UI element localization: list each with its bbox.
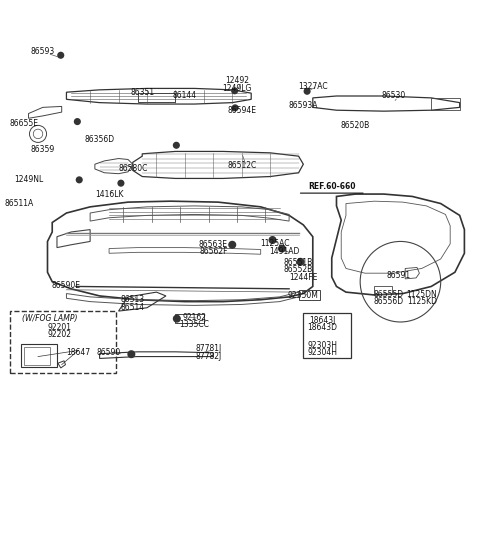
Text: 86580C: 86580C [118,164,147,172]
Text: 86594E: 86594E [227,106,256,114]
Circle shape [173,315,180,322]
Text: 92303H: 92303H [307,341,337,350]
Text: 86514: 86514 [120,303,145,312]
Text: 86563E: 86563E [199,240,228,249]
Text: 1335CC: 1335CC [180,320,209,329]
Text: 86655E: 86655E [9,119,38,127]
Text: 86359: 86359 [31,144,55,154]
Text: 86590: 86590 [97,348,121,357]
Text: 1244FE: 1244FE [289,273,317,282]
Text: 86562F: 86562F [199,247,228,256]
Text: 1249NL: 1249NL [14,175,43,185]
Text: 86593: 86593 [31,48,55,56]
Text: 86593A: 86593A [288,101,318,110]
Bar [175,314,204,323]
Text: 1125AC: 1125AC [260,239,289,248]
Text: 92202: 92202 [48,330,72,339]
Text: 86520B: 86520B [341,121,370,130]
Circle shape [74,119,80,125]
Circle shape [173,142,179,148]
Text: 1327AC: 1327AC [298,82,328,91]
Circle shape [58,52,63,58]
Text: 1125KD: 1125KD [407,297,437,306]
Text: 92162: 92162 [182,313,206,322]
Bar [22,344,57,367]
Text: 86552B: 86552B [284,265,313,274]
Text: 86512C: 86512C [227,161,256,170]
Text: 86530: 86530 [381,91,406,101]
Text: 18647: 18647 [66,348,90,357]
Text: 87782J: 87782J [195,351,222,361]
Circle shape [76,177,82,182]
Bar [374,286,392,294]
Text: 12492: 12492 [225,76,249,85]
Text: 1249LG: 1249LG [222,84,252,93]
Text: 18643D: 18643D [307,323,337,332]
Text: 86551B: 86551B [284,258,313,268]
Text: 18643J: 18643J [309,316,336,325]
Text: (W/FOG LAMP): (W/FOG LAMP) [22,314,78,323]
Text: 86511A: 86511A [4,199,34,208]
Circle shape [232,88,238,94]
Circle shape [269,236,276,243]
Circle shape [297,258,304,265]
Circle shape [229,241,236,248]
Text: 1125DN: 1125DN [407,290,437,299]
Text: 86513: 86513 [120,295,145,304]
Bar [303,314,351,358]
Circle shape [232,105,238,111]
Circle shape [279,245,285,252]
Text: 86556D: 86556D [373,297,404,306]
Text: 86144: 86144 [173,91,197,101]
Text: REF.60-660: REF.60-660 [308,182,356,192]
Circle shape [304,88,310,94]
Text: 87781J: 87781J [195,345,222,354]
Circle shape [118,180,124,186]
Text: 86555D: 86555D [373,290,404,299]
Text: 92350M: 92350M [288,292,319,301]
Bar [299,291,320,300]
Text: 1491AD: 1491AD [269,247,300,256]
Text: 1416LK: 1416LK [95,189,123,198]
Bar [431,98,460,110]
Bar [24,347,50,365]
Text: 86356D: 86356D [84,135,115,144]
Text: 86591: 86591 [386,271,410,280]
Text: 86590E: 86590E [52,281,81,290]
Circle shape [128,351,135,357]
Text: 92304H: 92304H [307,348,337,357]
Text: 92201: 92201 [48,323,72,332]
Text: 86351: 86351 [130,88,154,97]
Bar [137,93,175,102]
